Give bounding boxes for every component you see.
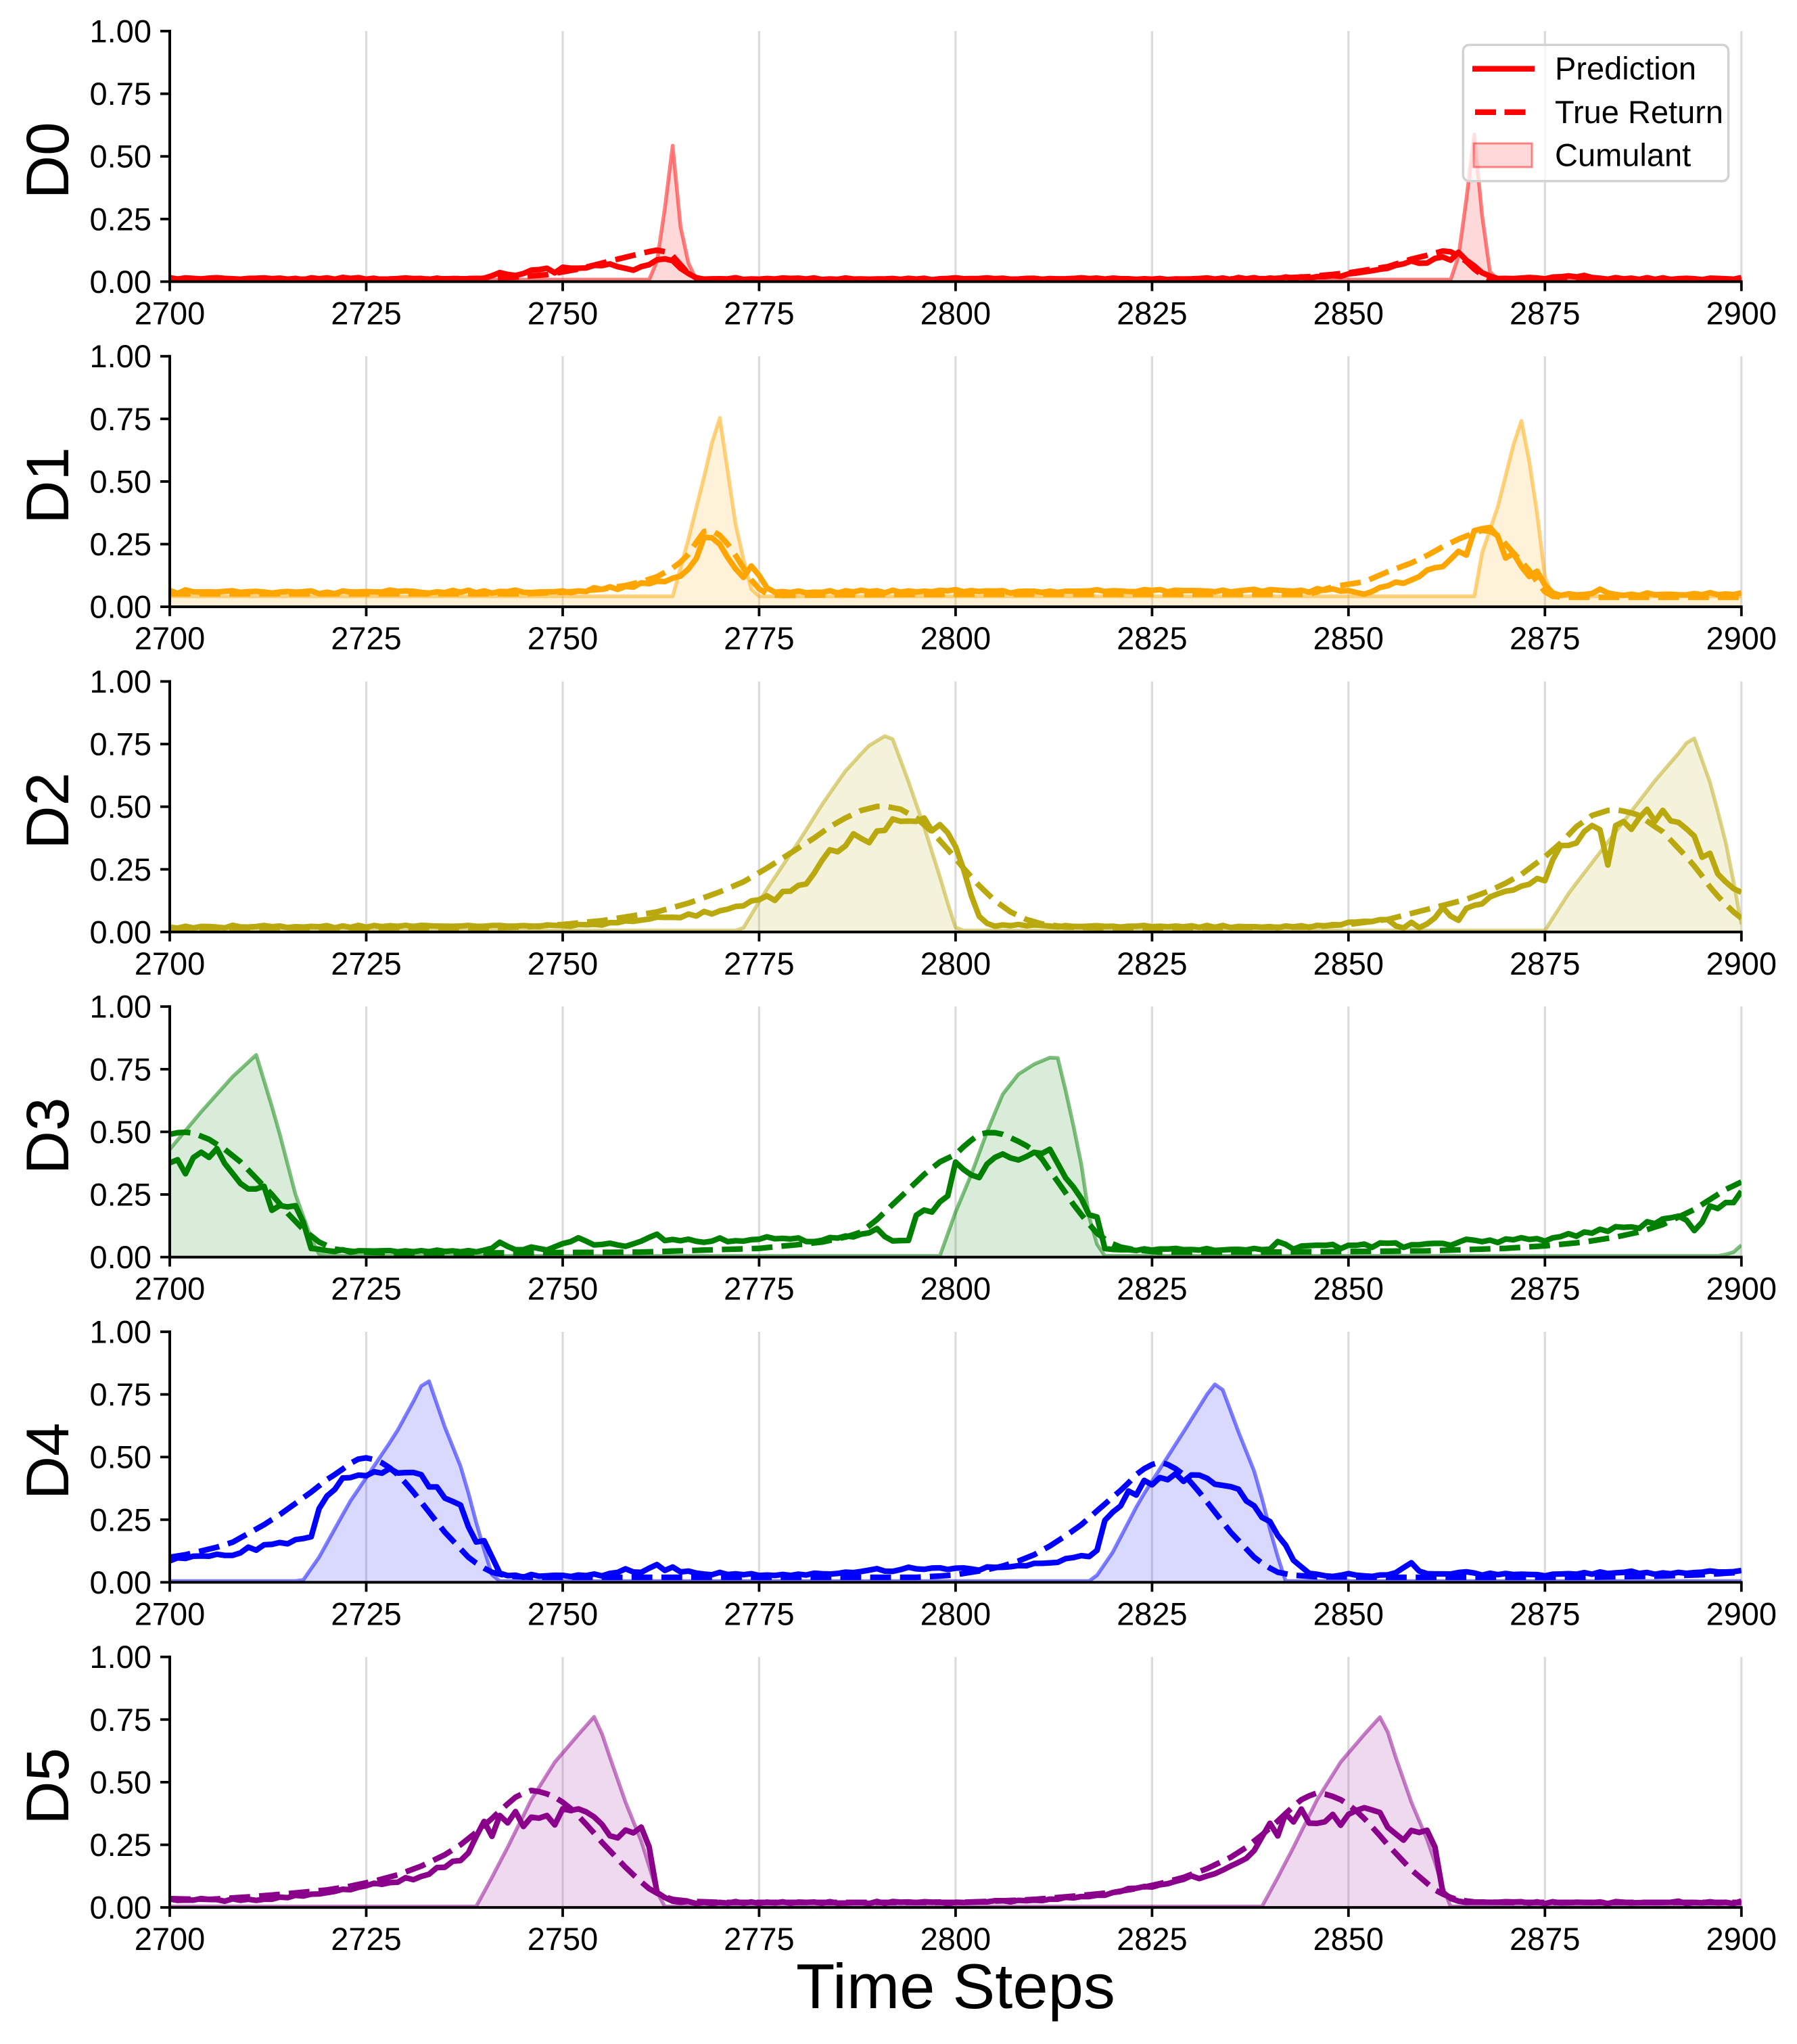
svg-text:0.00: 0.00 (90, 264, 151, 300)
svg-text:2700: 2700 (135, 295, 206, 331)
svg-text:2875: 2875 (1510, 295, 1581, 331)
svg-text:2700: 2700 (135, 1921, 206, 1957)
svg-text:0.75: 0.75 (90, 401, 151, 437)
svg-text:2875: 2875 (1510, 1596, 1581, 1631)
svg-text:1.00: 1.00 (90, 1639, 151, 1675)
svg-text:0.00: 0.00 (90, 914, 151, 950)
svg-text:2775: 2775 (724, 1596, 795, 1631)
svg-text:2825: 2825 (1117, 946, 1188, 981)
svg-text:2825: 2825 (1117, 1596, 1188, 1631)
svg-text:2700: 2700 (135, 946, 206, 981)
svg-text:2800: 2800 (920, 946, 991, 981)
svg-text:0.00: 0.00 (90, 1564, 151, 1600)
svg-text:0.50: 0.50 (90, 1764, 151, 1800)
svg-text:0.50: 0.50 (90, 1114, 151, 1150)
svg-text:2800: 2800 (920, 620, 991, 656)
svg-text:1.00: 1.00 (90, 14, 151, 49)
svg-text:2750: 2750 (528, 1921, 599, 1957)
svg-text:2850: 2850 (1313, 1921, 1384, 1957)
svg-text:2725: 2725 (331, 620, 402, 656)
svg-text:0.75: 0.75 (90, 1376, 151, 1412)
svg-text:2700: 2700 (135, 1596, 206, 1631)
svg-text:2700: 2700 (135, 1271, 206, 1307)
svg-text:0.50: 0.50 (90, 1439, 151, 1475)
svg-text:2775: 2775 (724, 946, 795, 981)
svg-text:D2: D2 (14, 772, 81, 850)
svg-text:2750: 2750 (528, 1271, 599, 1307)
svg-text:0.00: 0.00 (90, 1239, 151, 1275)
svg-text:2750: 2750 (528, 295, 599, 331)
svg-text:1.00: 1.00 (90, 989, 151, 1025)
svg-text:0.25: 0.25 (90, 201, 151, 237)
svg-text:D1: D1 (14, 447, 81, 524)
svg-text:0.00: 0.00 (90, 1890, 151, 1926)
svg-text:0.75: 0.75 (90, 76, 151, 112)
svg-text:D5: D5 (14, 1748, 81, 1825)
svg-text:2875: 2875 (1510, 1271, 1581, 1307)
svg-text:2900: 2900 (1706, 1921, 1777, 1957)
svg-text:0.25: 0.25 (90, 1827, 151, 1863)
svg-text:2875: 2875 (1510, 1921, 1581, 1957)
svg-text:2800: 2800 (920, 1921, 991, 1957)
svg-text:2750: 2750 (528, 1596, 599, 1631)
svg-text:1.00: 1.00 (90, 338, 151, 374)
svg-text:2725: 2725 (331, 295, 402, 331)
svg-text:0.50: 0.50 (90, 463, 151, 499)
svg-text:2900: 2900 (1706, 1596, 1777, 1631)
svg-text:2875: 2875 (1510, 946, 1581, 981)
svg-text:2900: 2900 (1706, 620, 1777, 656)
svg-text:Cumulant: Cumulant (1555, 137, 1691, 173)
svg-text:2725: 2725 (331, 1271, 402, 1307)
svg-text:2750: 2750 (528, 946, 599, 981)
svg-text:2800: 2800 (920, 1271, 991, 1307)
svg-text:0.50: 0.50 (90, 789, 151, 824)
svg-text:Time Steps: Time Steps (796, 1951, 1115, 2022)
svg-text:2800: 2800 (920, 1596, 991, 1631)
svg-text:2725: 2725 (331, 1596, 402, 1631)
svg-text:2800: 2800 (920, 295, 991, 331)
svg-text:2850: 2850 (1313, 1271, 1384, 1307)
svg-text:D0: D0 (14, 122, 81, 199)
svg-text:0.50: 0.50 (90, 139, 151, 175)
svg-text:2875: 2875 (1510, 620, 1581, 656)
svg-text:D4: D4 (14, 1422, 81, 1500)
svg-text:2775: 2775 (724, 295, 795, 331)
svg-text:0.75: 0.75 (90, 1702, 151, 1738)
svg-text:2850: 2850 (1313, 295, 1384, 331)
svg-text:2725: 2725 (331, 946, 402, 981)
svg-text:2850: 2850 (1313, 620, 1384, 656)
svg-text:True Return: True Return (1555, 94, 1723, 130)
svg-text:0.25: 0.25 (90, 1177, 151, 1213)
svg-text:0.25: 0.25 (90, 526, 151, 562)
svg-text:Prediction: Prediction (1555, 51, 1696, 87)
svg-text:2825: 2825 (1117, 1921, 1188, 1957)
svg-text:2775: 2775 (724, 620, 795, 656)
svg-text:2825: 2825 (1117, 620, 1188, 656)
svg-text:2725: 2725 (331, 1921, 402, 1957)
svg-text:0.75: 0.75 (90, 726, 151, 762)
svg-text:2900: 2900 (1706, 1271, 1777, 1307)
svg-text:2775: 2775 (724, 1921, 795, 1957)
svg-text:2700: 2700 (135, 620, 206, 656)
svg-text:D3: D3 (14, 1098, 81, 1175)
svg-text:1.00: 1.00 (90, 664, 151, 699)
svg-text:2775: 2775 (724, 1271, 795, 1307)
svg-text:2825: 2825 (1117, 1271, 1188, 1307)
svg-text:0.75: 0.75 (90, 1051, 151, 1087)
svg-text:2850: 2850 (1313, 1596, 1384, 1631)
svg-text:2900: 2900 (1706, 946, 1777, 981)
svg-text:2850: 2850 (1313, 946, 1384, 981)
svg-text:0.25: 0.25 (90, 1502, 151, 1537)
svg-text:2825: 2825 (1117, 295, 1188, 331)
svg-text:2900: 2900 (1706, 295, 1777, 331)
svg-text:0.25: 0.25 (90, 852, 151, 887)
svg-text:1.00: 1.00 (90, 1314, 151, 1350)
svg-text:2750: 2750 (528, 620, 599, 656)
svg-text:0.00: 0.00 (90, 589, 151, 625)
